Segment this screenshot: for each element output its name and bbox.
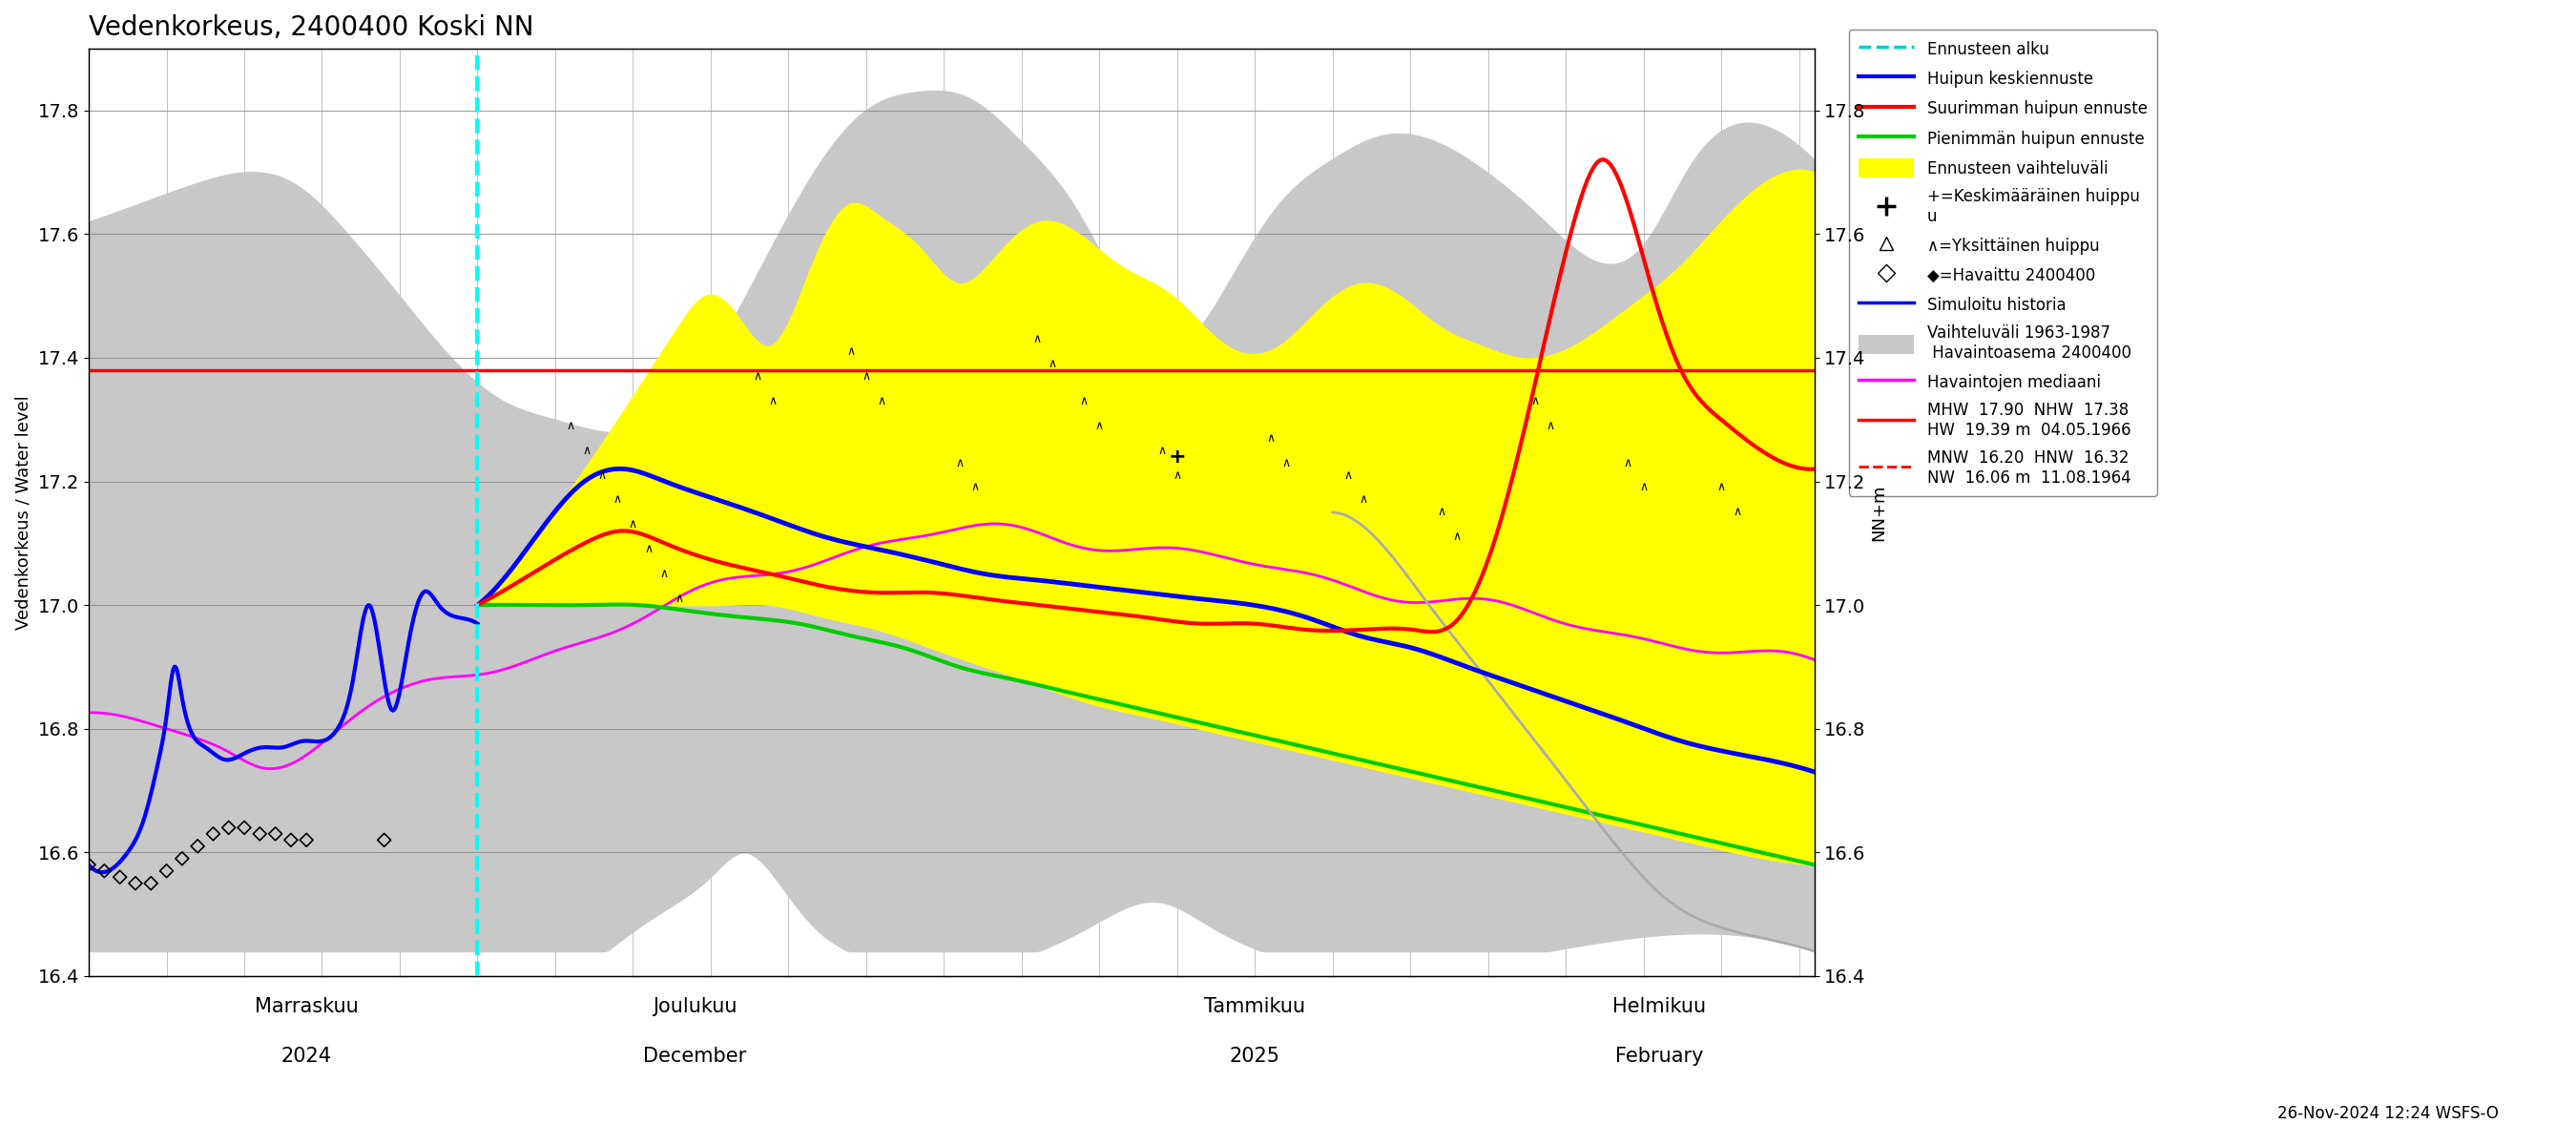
Text: ∧: ∧ [1453, 531, 1461, 543]
Text: ∧: ∧ [768, 395, 778, 408]
Text: ∧: ∧ [644, 543, 652, 555]
Text: +: + [1170, 447, 1185, 466]
Text: ∧: ∧ [1033, 333, 1041, 346]
Text: ∧: ∧ [863, 370, 871, 382]
Point [363, 831, 404, 850]
Text: ∧: ∧ [752, 370, 762, 382]
Text: ∧: ∧ [956, 457, 963, 469]
Point [147, 862, 188, 881]
Text: Joulukuu: Joulukuu [652, 997, 737, 1017]
Text: ∧: ∧ [1718, 481, 1726, 493]
Text: Vedenkorkeus, 2400400 Koski NN: Vedenkorkeus, 2400400 Koski NN [88, 14, 533, 41]
Text: ∧: ∧ [1360, 493, 1368, 506]
Text: ∧: ∧ [629, 519, 636, 531]
Text: ∧: ∧ [1157, 444, 1167, 457]
Point [209, 819, 250, 837]
Text: ∧: ∧ [613, 493, 621, 506]
Text: ∧: ∧ [878, 395, 886, 408]
Point [178, 837, 219, 855]
Point [193, 824, 234, 843]
Text: ∧: ∧ [1283, 457, 1291, 469]
Point [255, 824, 296, 843]
Point [270, 831, 312, 850]
Point [82, 862, 124, 881]
Text: Tammikuu: Tammikuu [1203, 997, 1306, 1017]
Text: ∧: ∧ [659, 568, 667, 581]
Text: ∧: ∧ [971, 481, 979, 493]
Point [116, 874, 157, 892]
Text: ∧: ∧ [1546, 419, 1556, 432]
Text: ∧: ∧ [1265, 432, 1275, 444]
Point [224, 819, 265, 837]
Text: ∧: ∧ [1623, 457, 1633, 469]
Text: ∧: ∧ [1048, 357, 1056, 370]
Text: Helmikuu: Helmikuu [1613, 997, 1705, 1017]
Text: ∧: ∧ [598, 469, 605, 481]
Text: Marraskuu: Marraskuu [255, 997, 358, 1017]
Text: 2025: 2025 [1229, 1047, 1280, 1066]
Text: December: December [644, 1047, 747, 1066]
Y-axis label: NN+m: NN+m [1870, 484, 1888, 540]
Text: ∧: ∧ [1638, 481, 1649, 493]
Point [162, 850, 204, 868]
Text: 26-Nov-2024 12:24 WSFS-O: 26-Nov-2024 12:24 WSFS-O [2277, 1105, 2499, 1122]
Text: ∧: ∧ [1437, 506, 1445, 519]
Text: ∧: ∧ [1734, 506, 1741, 519]
Text: ∧: ∧ [582, 444, 590, 457]
Text: ∧: ∧ [675, 593, 685, 605]
Text: 2024: 2024 [281, 1047, 332, 1066]
Text: ∧: ∧ [1079, 395, 1087, 408]
Y-axis label: Vedenkorkeus / Water level: Vedenkorkeus / Water level [15, 395, 31, 630]
Point [100, 868, 142, 886]
Point [67, 855, 108, 874]
Text: ∧: ∧ [1530, 395, 1538, 408]
Legend: Ennusteen alku, Huipun keskiennuste, Suurimman huipun ennuste, Pienimmän huipun : Ennusteen alku, Huipun keskiennuste, Suu… [1850, 30, 2156, 496]
Point [131, 874, 173, 892]
Point [286, 831, 327, 850]
Text: ∧: ∧ [1345, 469, 1352, 481]
Point [240, 824, 281, 843]
Text: February: February [1615, 1047, 1703, 1066]
Text: ∧: ∧ [848, 346, 855, 357]
Text: ∧: ∧ [567, 419, 574, 432]
Text: ∧: ∧ [1172, 469, 1182, 481]
Text: ∧: ∧ [1095, 419, 1103, 432]
